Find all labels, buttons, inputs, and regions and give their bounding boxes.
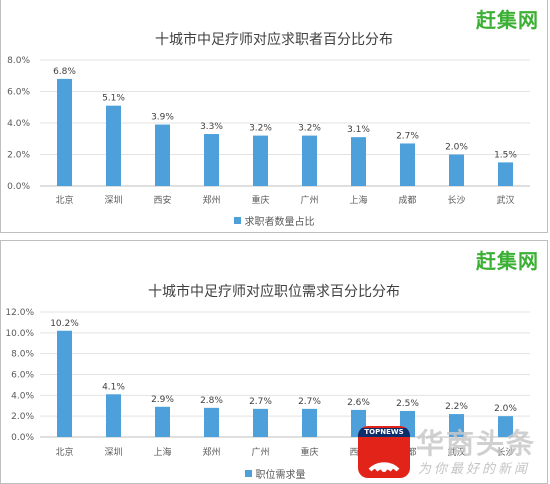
data-label: 2.9% <box>151 395 174 405</box>
legend-swatch <box>244 470 252 477</box>
x-tick-label: 北京 <box>55 446 73 458</box>
chart-panel-jobseekers: 赶集网 十城市中足疗师对应求职者百分比分布 求职者数量占比 <box>0 0 548 233</box>
bar <box>253 408 268 437</box>
legend-label: 职位需求量 <box>255 470 306 481</box>
data-label: 2.0% <box>445 143 468 153</box>
bar <box>106 394 121 437</box>
chart-legend: 职位需求量 <box>0 466 550 481</box>
bar <box>155 406 170 437</box>
data-label: 2.7% <box>396 131 419 141</box>
x-tick-label: 广州 <box>300 194 318 206</box>
y-tick-label: 2.0% <box>7 151 30 161</box>
legend-swatch <box>233 217 241 224</box>
bar <box>302 135 317 186</box>
y-tick-label: 8.0% <box>7 56 30 66</box>
bar <box>449 154 464 186</box>
x-tick-label: 广州 <box>251 446 269 458</box>
x-tick-label: 郑州 <box>202 194 220 206</box>
y-tick-label: 6.0% <box>7 88 30 98</box>
watermark-slogan: 为你最好的新闻 <box>418 462 531 477</box>
bar <box>449 414 464 437</box>
y-tick-label: 8.0% <box>11 350 34 360</box>
chart-title: 十城市中足疗师对应职位需求百分比分布 <box>148 284 400 300</box>
x-tick-label: 成都 <box>398 194 416 206</box>
data-label: 3.2% <box>298 124 321 134</box>
legend-label: 求职者数量占比 <box>244 217 315 228</box>
y-tick-label: 0.0% <box>11 433 34 443</box>
data-label: 2.8% <box>200 396 223 406</box>
data-label: 2.5% <box>396 399 419 409</box>
bar <box>204 407 219 437</box>
x-tick-label: 深圳 <box>104 195 122 206</box>
bar <box>400 143 415 186</box>
x-tick-label: 重庆 <box>251 194 269 206</box>
watermark-name: 华商头条 <box>416 427 537 460</box>
bar <box>498 416 513 437</box>
y-tick-label: 2.0% <box>11 412 34 422</box>
y-tick-label: 10.0% <box>5 329 34 339</box>
data-label: 2.7% <box>298 397 321 407</box>
y-tick-label: 12.0% <box>5 308 34 318</box>
y-tick-label: 6.0% <box>11 371 34 381</box>
data-label: 2.2% <box>445 402 468 412</box>
topnews-logo: TOPNEWS <box>358 426 410 478</box>
topnews-badge-text: TOPNEWS <box>358 428 410 437</box>
x-tick-label: 西安 <box>153 194 171 206</box>
bar <box>498 162 513 186</box>
bar <box>57 330 72 437</box>
chart-panel-positions: 赶集网 十城市中足疗师对应职位需求百分比分布 <box>0 240 548 484</box>
x-tick-label: 重庆 <box>300 446 318 458</box>
ganji-logo: 赶集网 <box>476 249 539 273</box>
y-tick-label: 4.0% <box>7 119 30 129</box>
data-label: 3.9% <box>151 113 174 123</box>
ganji-logo: 赶集网 <box>476 8 539 32</box>
y-tick-label: 0.0% <box>7 182 30 192</box>
data-label: 4.1% <box>102 382 125 392</box>
x-tick-label: 北京 <box>55 194 73 206</box>
bar <box>106 105 121 186</box>
x-tick-label: 上海 <box>349 194 367 206</box>
data-label: 6.8% <box>53 67 76 77</box>
x-tick-label: 上海 <box>153 446 171 458</box>
x-tick-label: 武汉 <box>447 446 465 458</box>
x-tick-label: 深圳 <box>104 447 122 458</box>
signal-icon <box>368 462 400 472</box>
bar <box>253 135 268 186</box>
data-label: 2.0% <box>494 404 517 414</box>
topnews-watermark: TOPNEWS 华商头条 为你最好的新闻 <box>354 418 550 484</box>
x-tick-label: 武汉 <box>496 194 514 206</box>
bar <box>57 78 72 186</box>
data-label: 10.2% <box>50 319 79 329</box>
bar <box>351 137 366 186</box>
data-label: 2.7% <box>249 397 272 407</box>
chart-legend: 求职者数量占比 <box>1 213 547 228</box>
data-label: 3.3% <box>200 122 223 132</box>
bar <box>204 134 219 186</box>
x-tick-label: 长沙 <box>496 446 514 458</box>
data-label: 2.6% <box>347 398 370 408</box>
bar <box>302 408 317 437</box>
data-label: 5.1% <box>102 94 125 104</box>
data-label: 3.2% <box>249 124 272 134</box>
data-label: 1.5% <box>494 150 517 160</box>
bar <box>155 124 170 186</box>
y-tick-label: 4.0% <box>11 391 34 401</box>
x-tick-label: 郑州 <box>202 446 220 458</box>
x-tick-label: 长沙 <box>447 194 465 206</box>
chart-title: 十城市中足疗师对应求职者百分比分布 <box>155 32 393 48</box>
data-label: 3.1% <box>347 125 370 135</box>
